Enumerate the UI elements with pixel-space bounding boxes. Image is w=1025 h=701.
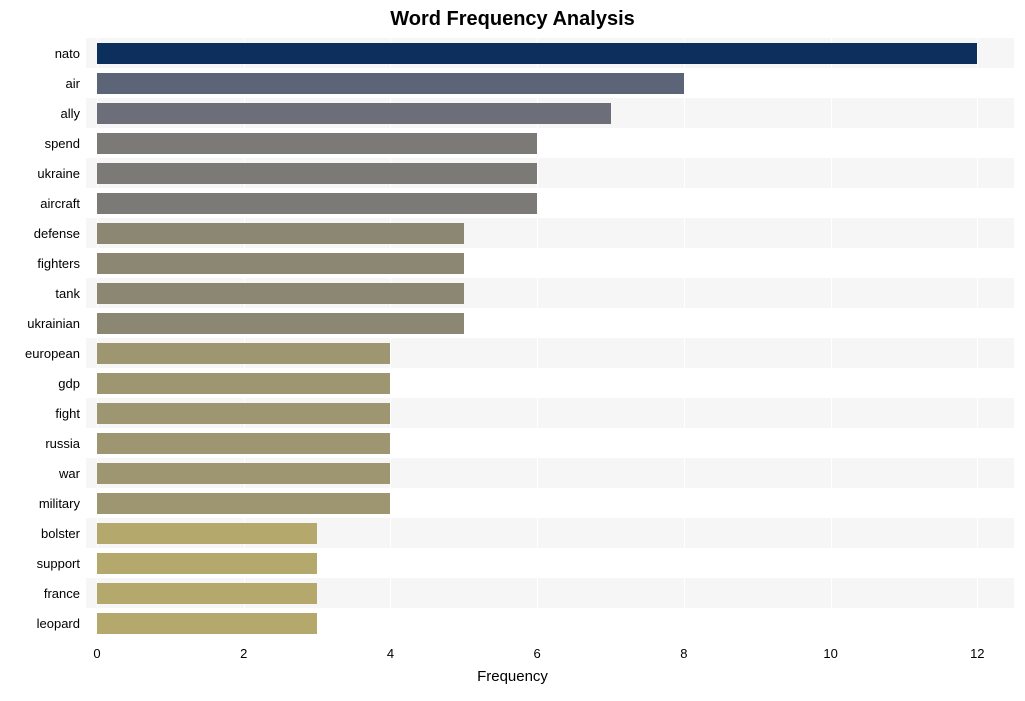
y-label-support: support	[37, 556, 80, 571]
bar-france	[97, 583, 317, 604]
grid-line	[244, 38, 245, 638]
bar-spend	[97, 133, 537, 154]
y-label-france: france	[44, 586, 80, 601]
y-label-nato: nato	[55, 46, 80, 61]
x-tick-10: 10	[823, 646, 837, 661]
x-tick-8: 8	[680, 646, 687, 661]
bar-fighters	[97, 253, 464, 274]
grid-line	[537, 38, 538, 638]
y-label-ukraine: ukraine	[37, 166, 80, 181]
bar-aircraft	[97, 193, 537, 214]
plot-area	[86, 38, 1014, 638]
x-tick-12: 12	[970, 646, 984, 661]
y-label-european: european	[25, 346, 80, 361]
x-tick-0: 0	[93, 646, 100, 661]
bar-military	[97, 493, 390, 514]
y-label-tank: tank	[55, 286, 80, 301]
bar-ally	[97, 103, 611, 124]
grid-line	[684, 38, 685, 638]
grid-line	[390, 38, 391, 638]
grid-line	[831, 38, 832, 638]
chart-title: Word Frequency Analysis	[0, 8, 1025, 31]
word-frequency-chart: Word Frequency Analysis Frequency nato ai…	[0, 0, 1025, 701]
x-axis-title: Frequency	[0, 668, 1025, 685]
y-label-fight: fight	[55, 406, 80, 421]
grid-line	[97, 38, 98, 638]
bar-bolster	[97, 523, 317, 544]
y-label-ukrainian: ukrainian	[27, 316, 80, 331]
x-tick-4: 4	[387, 646, 394, 661]
y-label-aircraft: aircraft	[40, 196, 80, 211]
bar-war	[97, 463, 390, 484]
bar-tank	[97, 283, 464, 304]
y-label-ally: ally	[60, 106, 80, 121]
y-label-fighters: fighters	[37, 256, 80, 271]
bar-ukrainian	[97, 313, 464, 334]
y-label-gdp: gdp	[58, 376, 80, 391]
x-tick-6: 6	[534, 646, 541, 661]
y-label-bolster: bolster	[41, 526, 80, 541]
bar-support	[97, 553, 317, 574]
bar-russia	[97, 433, 390, 454]
y-label-russia: russia	[45, 436, 80, 451]
grid-line	[977, 38, 978, 638]
y-label-war: war	[59, 466, 80, 481]
y-label-spend: spend	[45, 136, 80, 151]
bar-leopard	[97, 613, 317, 634]
y-label-leopard: leopard	[37, 616, 80, 631]
bar-ukraine	[97, 163, 537, 184]
y-label-defense: defense	[34, 226, 80, 241]
bar-air	[97, 73, 684, 94]
bar-gdp	[97, 373, 390, 394]
x-tick-2: 2	[240, 646, 247, 661]
bar-fight	[97, 403, 390, 424]
bar-european	[97, 343, 390, 364]
y-label-air: air	[66, 76, 80, 91]
bar-nato	[97, 43, 977, 64]
y-label-military: military	[39, 496, 80, 511]
bar-defense	[97, 223, 464, 244]
